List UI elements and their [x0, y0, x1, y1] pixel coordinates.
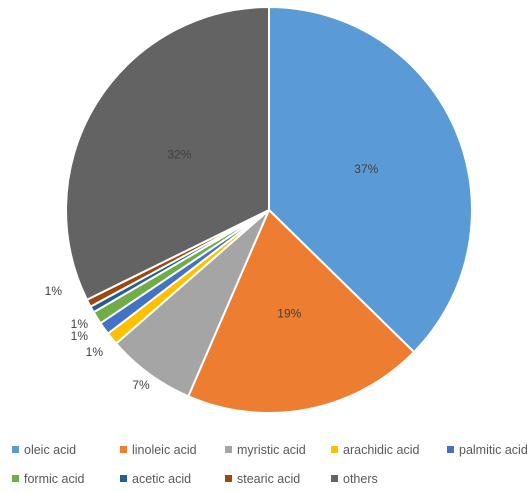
legend-item-oleic-acid: oleic acid: [12, 443, 76, 457]
legend-swatch: [331, 475, 338, 482]
legend-label: palmitic acid: [459, 443, 527, 457]
legend-label: myristic acid: [237, 443, 306, 457]
pie-slice-others: [65, 5, 270, 302]
data-label-others: 32%: [167, 147, 191, 161]
legend-label: stearic acid: [237, 472, 300, 486]
legend-item-arachidic-acid: arachidic acid: [331, 443, 419, 457]
legend-item-myristic-acid: myristic acid: [225, 443, 306, 457]
legend-swatch: [225, 475, 232, 482]
legend-item-others: others: [331, 472, 378, 486]
data-label-myristic-acid: 7%: [132, 378, 150, 392]
legend-label: oleic acid: [24, 443, 76, 457]
legend-swatch: [331, 446, 338, 453]
legend-label: acetic acid: [132, 472, 191, 486]
data-label-oleic-acid: 37%: [354, 162, 378, 176]
legend-label: arachidic acid: [343, 443, 419, 457]
legend-swatch: [447, 446, 454, 453]
pie-slices: [65, 5, 473, 414]
chart-legend: oleic acid linoleic acid myristic acid arac…: [12, 443, 527, 486]
pie-data-labels: 37%19%7%1%1%1%1%32%: [45, 147, 379, 392]
legend-item-palmitic-acid: palmitic acid: [447, 443, 527, 457]
legend-label: formic acid: [24, 472, 84, 486]
legend-swatch: [12, 475, 19, 482]
legend-swatch: [120, 446, 127, 453]
data-label-linoleic-acid: 19%: [277, 307, 301, 321]
data-label-palmitic-acid: 1%: [71, 329, 89, 343]
data-label-stearic-acid: 1%: [45, 284, 63, 298]
legend-label: others: [343, 472, 378, 486]
pie-slice-linoleic-acid: [186, 208, 416, 414]
legend-item-acetic-acid: acetic acid: [120, 472, 191, 486]
legend-swatch: [225, 446, 232, 453]
data-label-arachidic-acid: 1%: [86, 345, 104, 359]
legend-item-formic-acid: formic acid: [12, 472, 84, 486]
legend-item-stearic-acid: stearic acid: [225, 472, 300, 486]
data-label-formic-acid: 1%: [71, 317, 89, 331]
pie-slice-oleic-acid: [268, 5, 473, 354]
legend-swatch: [12, 446, 19, 453]
legend-swatch: [120, 475, 127, 482]
legend-label: linoleic acid: [132, 443, 197, 457]
legend-item-linoleic-acid: linoleic acid: [120, 443, 197, 457]
